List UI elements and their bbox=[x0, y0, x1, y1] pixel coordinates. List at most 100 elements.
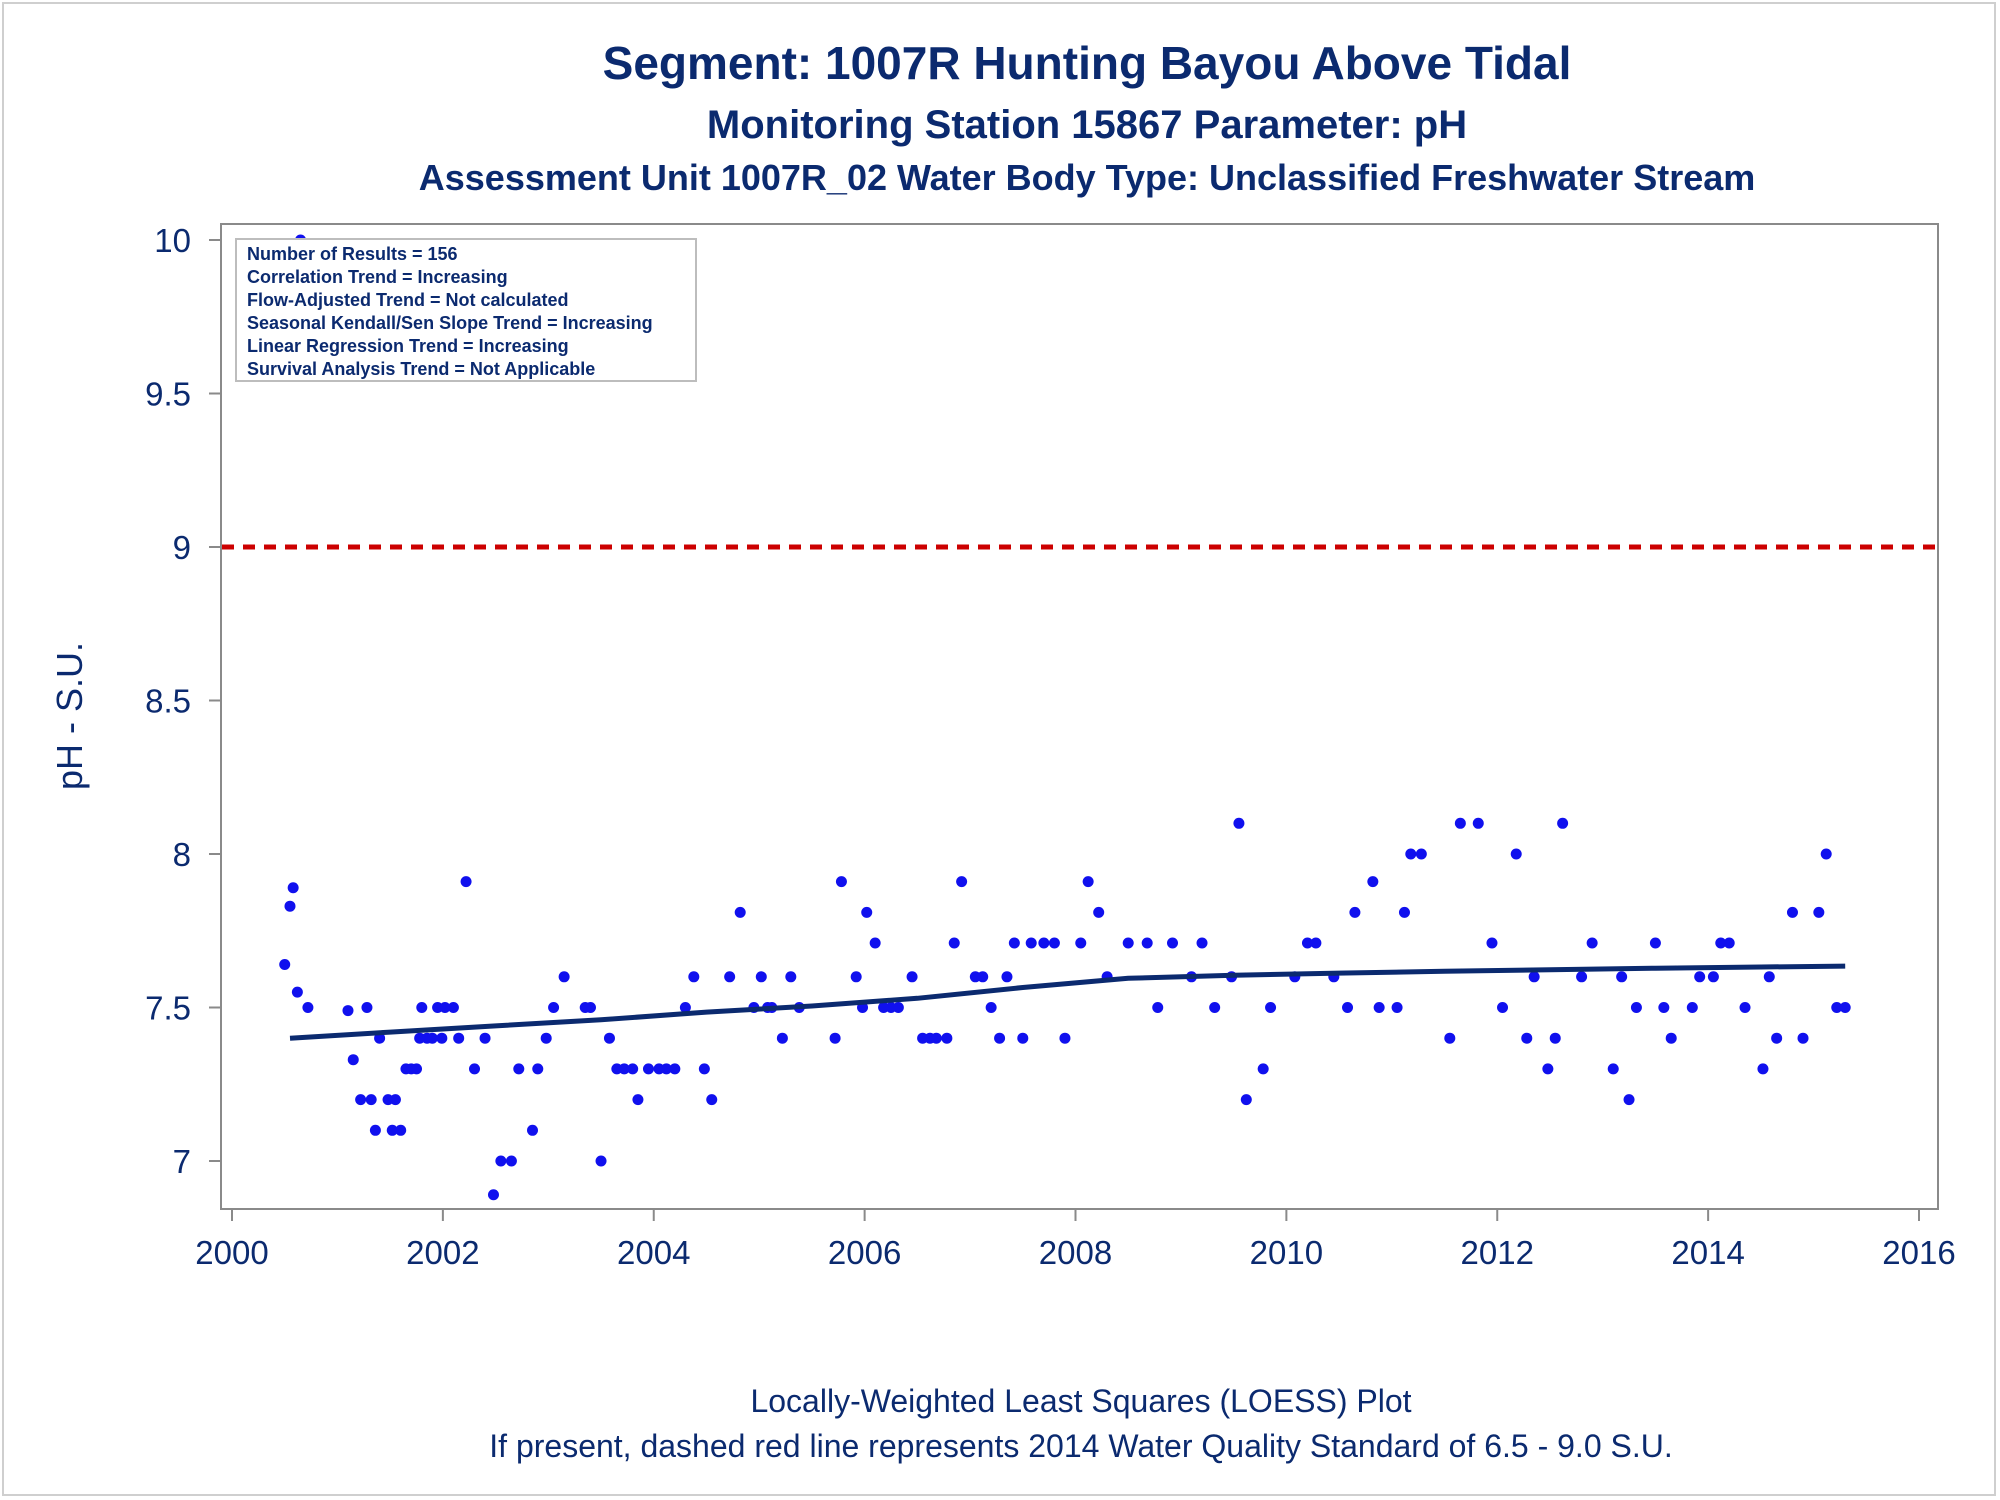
data-point bbox=[1658, 1002, 1670, 1013]
data-point bbox=[1233, 817, 1245, 829]
chart-title: Segment: 1007R Hunting Bayou Above Tidal bbox=[603, 37, 1572, 89]
data-point bbox=[1240, 1094, 1252, 1106]
data-point bbox=[642, 1063, 654, 1075]
data-point bbox=[724, 971, 736, 983]
data-point bbox=[977, 971, 989, 983]
data-point bbox=[850, 971, 862, 983]
data-point bbox=[1059, 1032, 1071, 1044]
data-point bbox=[342, 1005, 354, 1017]
data-point bbox=[930, 1032, 942, 1044]
data-point bbox=[395, 1124, 407, 1136]
data-point bbox=[1797, 1032, 1809, 1044]
data-point bbox=[603, 1032, 615, 1044]
data-point bbox=[1415, 848, 1427, 860]
data-point bbox=[1257, 1063, 1269, 1075]
data-point bbox=[347, 1054, 359, 1066]
chart-subtitle: Monitoring Station 15867 Parameter: pH bbox=[707, 103, 1467, 147]
data-point bbox=[660, 1063, 672, 1075]
data-point bbox=[1349, 906, 1361, 918]
footnote-method: Locally-Weighted Least Squares (LOESS) P… bbox=[750, 1383, 1411, 1419]
data-point bbox=[1649, 937, 1661, 949]
data-point bbox=[279, 959, 291, 971]
data-point bbox=[829, 1032, 841, 1044]
data-point bbox=[460, 876, 472, 888]
data-point bbox=[374, 1032, 386, 1044]
x-tick-label: 2016 bbox=[1882, 1234, 1955, 1271]
data-point bbox=[1048, 937, 1060, 949]
data-point bbox=[505, 1155, 517, 1167]
data-point bbox=[1497, 1002, 1509, 1013]
data-point bbox=[869, 937, 881, 949]
data-point bbox=[1373, 1002, 1385, 1013]
trend-summary-line: Seasonal Kendall/Sen Slope Trend = Incre… bbox=[247, 313, 653, 333]
data-point bbox=[1038, 937, 1050, 949]
data-point bbox=[985, 1002, 997, 1013]
data-point bbox=[1367, 876, 1379, 888]
data-point bbox=[447, 1002, 459, 1013]
data-point bbox=[495, 1155, 507, 1167]
data-point bbox=[1209, 1002, 1221, 1013]
data-point bbox=[287, 882, 299, 894]
data-point bbox=[355, 1094, 367, 1106]
data-point bbox=[861, 906, 873, 918]
data-point bbox=[948, 937, 960, 949]
data-point bbox=[548, 1002, 560, 1013]
data-point bbox=[1196, 937, 1208, 949]
data-point bbox=[1444, 1032, 1456, 1044]
data-point bbox=[436, 1032, 448, 1044]
data-point bbox=[1542, 1063, 1554, 1075]
data-point bbox=[1152, 1002, 1164, 1013]
data-point bbox=[1839, 1002, 1851, 1013]
data-point bbox=[679, 1002, 691, 1013]
data-point bbox=[1141, 937, 1153, 949]
data-point bbox=[365, 1094, 377, 1106]
data-point bbox=[1391, 1002, 1403, 1013]
data-point bbox=[1616, 971, 1628, 983]
data-point bbox=[755, 971, 767, 983]
data-point bbox=[1310, 937, 1322, 949]
trend-summary-box: Number of Results = 156 Correlation Tren… bbox=[235, 238, 697, 382]
data-point bbox=[1486, 937, 1498, 949]
data-point bbox=[1686, 1002, 1698, 1013]
data-point bbox=[1665, 1032, 1677, 1044]
x-tick-label: 2006 bbox=[828, 1234, 901, 1271]
loess-line bbox=[289, 963, 1846, 1041]
data-point bbox=[1557, 817, 1569, 829]
data-point bbox=[734, 906, 746, 918]
data-point bbox=[1723, 937, 1735, 949]
data-point bbox=[776, 1032, 788, 1044]
data-point bbox=[906, 971, 918, 983]
data-point bbox=[1122, 937, 1134, 949]
data-point bbox=[835, 876, 847, 888]
x-tick-label: 2000 bbox=[195, 1234, 268, 1271]
data-point bbox=[698, 1063, 710, 1075]
y-tick-label: 7.5 bbox=[145, 990, 191, 1027]
trend-summary-line: Linear Regression Trend = Increasing bbox=[247, 336, 569, 356]
data-point bbox=[369, 1124, 381, 1136]
footnote-standard: If present, dashed red line represents 2… bbox=[489, 1428, 1672, 1464]
data-point bbox=[706, 1094, 718, 1106]
data-point bbox=[1265, 1002, 1277, 1013]
y-tick-label: 7 bbox=[173, 1143, 191, 1180]
data-point bbox=[1786, 906, 1798, 918]
data-point bbox=[632, 1094, 644, 1106]
data-point bbox=[1167, 937, 1179, 949]
data-point bbox=[532, 1063, 544, 1075]
data-point bbox=[526, 1124, 538, 1136]
data-point bbox=[1694, 971, 1706, 983]
data-point bbox=[1472, 817, 1484, 829]
x-tick-label: 2008 bbox=[1039, 1234, 1112, 1271]
data-point bbox=[426, 1032, 438, 1044]
data-point bbox=[1342, 1002, 1354, 1013]
data-point bbox=[1405, 848, 1417, 860]
data-point bbox=[1623, 1094, 1635, 1106]
data-point bbox=[1813, 906, 1825, 918]
chart-subtitle-2: Assessment Unit 1007R_02 Water Body Type… bbox=[419, 157, 1756, 198]
data-point bbox=[584, 1002, 596, 1013]
data-point bbox=[302, 1002, 314, 1013]
data-point bbox=[941, 1032, 953, 1044]
data-point bbox=[453, 1032, 465, 1044]
data-point bbox=[1757, 1063, 1769, 1075]
data-point bbox=[540, 1032, 552, 1044]
data-point bbox=[1576, 971, 1588, 983]
